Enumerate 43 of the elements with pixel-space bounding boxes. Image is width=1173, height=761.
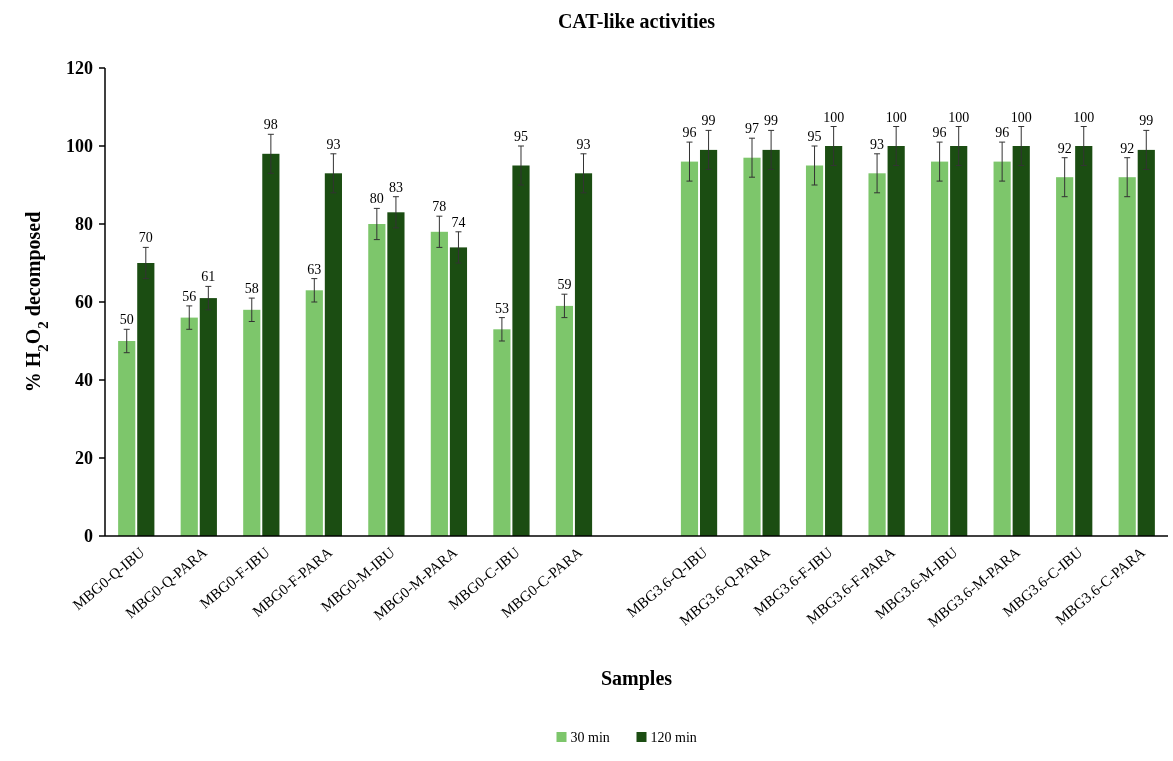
legend-label: 120 min bbox=[650, 729, 697, 745]
data-label: 70 bbox=[138, 230, 153, 246]
x-axis-title: Samples bbox=[600, 667, 673, 690]
data-label: 97 bbox=[745, 121, 760, 137]
data-label: 93 bbox=[870, 136, 885, 152]
legend-label: 30 min bbox=[570, 729, 610, 745]
data-label: 92 bbox=[1120, 140, 1135, 156]
y-tick-label: 0 bbox=[84, 526, 93, 547]
data-label: 58 bbox=[244, 281, 259, 297]
data-label: 61 bbox=[201, 269, 216, 285]
data-label: 53 bbox=[494, 300, 509, 316]
data-label: 96 bbox=[995, 125, 1010, 141]
data-label: 56 bbox=[182, 288, 197, 304]
data-label: 59 bbox=[557, 277, 572, 293]
chart-title: CAT-like activities bbox=[557, 10, 716, 32]
data-label: 74 bbox=[451, 214, 466, 230]
data-label: 63 bbox=[307, 261, 322, 277]
data-label: 80 bbox=[369, 191, 384, 207]
data-label: 98 bbox=[263, 117, 278, 133]
y-tick-label: 20 bbox=[75, 448, 93, 469]
y-tick-label: 60 bbox=[75, 292, 93, 313]
data-label: 99 bbox=[764, 113, 779, 129]
data-label: 96 bbox=[682, 125, 697, 141]
data-label: 93 bbox=[326, 136, 341, 152]
data-label: 100 bbox=[885, 109, 907, 125]
data-label: 95 bbox=[513, 129, 528, 144]
data-label: 93 bbox=[576, 136, 591, 152]
data-label: 92 bbox=[1057, 140, 1072, 156]
data-label: 100 bbox=[1010, 109, 1032, 125]
data-label: 83 bbox=[388, 179, 403, 195]
data-label: 100 bbox=[1073, 109, 1095, 125]
data-label: 99 bbox=[1139, 113, 1154, 129]
y-tick-label: 100 bbox=[66, 136, 93, 157]
data-label: 99 bbox=[701, 113, 716, 129]
data-label: 95 bbox=[807, 129, 822, 144]
y-tick-label: 80 bbox=[75, 214, 93, 235]
data-label: 96 bbox=[932, 125, 947, 141]
data-label: 100 bbox=[948, 109, 970, 125]
y-tick-label: 40 bbox=[75, 370, 93, 391]
data-label: 50 bbox=[119, 312, 134, 328]
y-tick-label: 120 bbox=[66, 58, 93, 79]
data-label: 100 bbox=[823, 109, 845, 125]
data-label: 78 bbox=[432, 199, 447, 215]
